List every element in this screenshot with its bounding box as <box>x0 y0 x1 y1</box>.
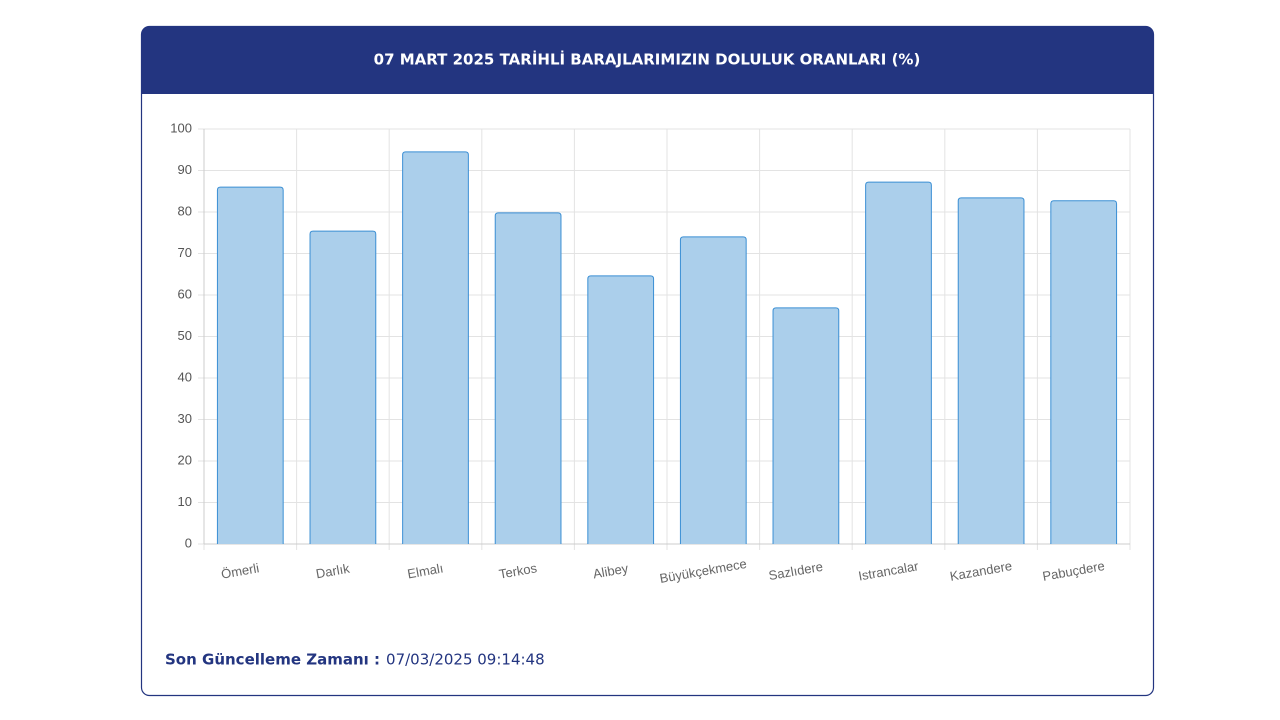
bar <box>402 151 469 544</box>
y-tick-label: 20 <box>178 452 192 467</box>
footer-value: 07/03/2025 09:14:48 <box>386 651 545 669</box>
y-tick-label: 60 <box>178 286 192 301</box>
bar <box>865 181 932 544</box>
x-tick-label: Darlık <box>315 561 352 582</box>
y-tick-label: 10 <box>178 494 192 509</box>
y-tick-label: 30 <box>178 411 192 426</box>
bar <box>772 307 840 544</box>
card-header <box>141 26 1154 94</box>
y-tick-label: 50 <box>178 328 192 343</box>
footer-label: Son Güncelleme Zamanı : <box>165 651 380 669</box>
bar <box>309 230 377 544</box>
chart-title: 07 MART 2025 TARİHLİ BARAJLARIMIZIN DOLU… <box>374 50 921 69</box>
bar <box>679 236 747 544</box>
bar <box>216 186 284 544</box>
x-tick-label: Alibey <box>592 560 630 581</box>
y-tick-label: 40 <box>178 369 192 384</box>
bar <box>1050 200 1118 544</box>
y-tick-label: 80 <box>178 203 192 218</box>
y-tick-label: 90 <box>178 162 192 177</box>
y-tick-label: 0 <box>185 535 192 550</box>
bar <box>587 275 655 544</box>
bar <box>957 197 1025 544</box>
x-tick-label: Elmalı <box>406 560 444 581</box>
x-tick-label: Ömerli <box>220 560 260 581</box>
y-tick-label: 70 <box>178 245 192 260</box>
x-tick-label: Terkos <box>498 560 539 582</box>
bar <box>494 212 562 544</box>
y-tick-label: 100 <box>170 120 192 135</box>
